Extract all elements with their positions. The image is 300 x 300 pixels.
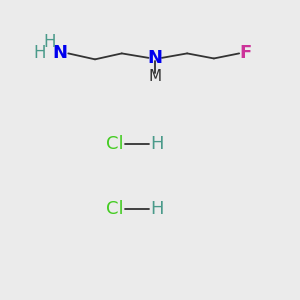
Text: F: F (239, 44, 251, 62)
Text: Cl: Cl (106, 200, 123, 218)
Text: H: H (151, 135, 164, 153)
Text: H: H (34, 44, 46, 62)
Text: Cl: Cl (106, 135, 123, 153)
Text: H: H (151, 200, 164, 218)
Text: N: N (52, 44, 68, 62)
Text: H: H (43, 33, 56, 51)
Text: M: M (149, 69, 162, 84)
Text: N: N (148, 49, 163, 67)
